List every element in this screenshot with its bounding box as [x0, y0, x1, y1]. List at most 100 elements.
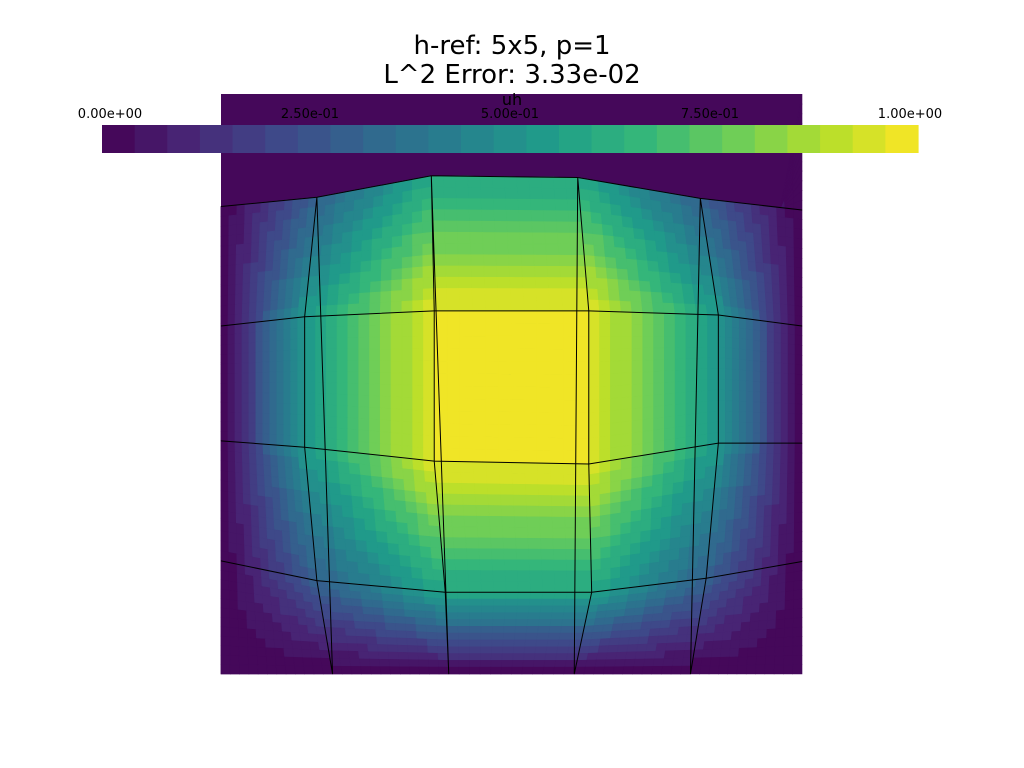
field-patch — [407, 652, 419, 661]
field-patch — [304, 392, 316, 405]
field-patch — [780, 412, 789, 424]
field-patch — [690, 274, 704, 286]
field-patch — [726, 589, 737, 600]
field-patch — [716, 607, 727, 617]
field-patch — [263, 612, 274, 623]
field-patch — [513, 639, 526, 648]
field-patch — [556, 221, 571, 234]
field-patch — [753, 242, 764, 254]
field-patch — [358, 348, 370, 361]
field-patch — [748, 270, 758, 283]
colorbar-swatch — [722, 125, 756, 153]
field-patch — [549, 399, 564, 413]
field-patch — [432, 569, 445, 582]
field-patch — [524, 424, 538, 439]
field-patch — [347, 337, 359, 350]
field-patch — [610, 421, 622, 437]
field-patch — [794, 442, 803, 454]
field-patch — [248, 453, 258, 465]
field-patch — [308, 633, 319, 643]
field-patch — [241, 322, 250, 334]
field-patch — [683, 649, 695, 659]
field-patch — [647, 635, 659, 645]
field-patch — [277, 466, 287, 479]
field-patch — [248, 372, 257, 384]
field-patch — [718, 656, 730, 666]
colorbar-swatch — [297, 125, 332, 153]
field-patch — [390, 420, 403, 434]
field-patch — [227, 392, 236, 404]
field-patch — [489, 526, 504, 539]
field-patch — [726, 497, 736, 510]
field-patch — [793, 228, 803, 240]
field-patch — [342, 612, 355, 622]
field-patch — [481, 605, 494, 613]
field-patch — [597, 288, 610, 302]
field-patch — [511, 424, 525, 438]
field-patch — [503, 619, 517, 627]
field-patch — [412, 385, 424, 399]
field-patch — [564, 527, 579, 540]
field-patch — [582, 232, 595, 246]
field-patch — [577, 517, 591, 529]
field-patch — [236, 213, 246, 226]
field-patch — [308, 265, 321, 278]
field-patch — [299, 632, 310, 643]
field-patch — [753, 557, 763, 571]
field-patch — [787, 383, 796, 395]
field-patch — [258, 516, 268, 529]
field-patch — [243, 252, 252, 265]
field-patch — [369, 383, 381, 397]
field-patch — [262, 594, 272, 606]
field-patch — [446, 423, 461, 437]
field-patch — [336, 382, 349, 396]
field-patch — [696, 336, 708, 348]
field-patch — [335, 560, 349, 573]
field-patch — [446, 323, 461, 337]
field-patch — [228, 234, 237, 246]
field-patch — [664, 324, 676, 337]
field-patch — [427, 514, 441, 528]
field-patch — [311, 524, 324, 538]
field-patch — [327, 471, 341, 485]
field-patch — [745, 328, 754, 341]
field-patch — [655, 590, 667, 600]
field-patch — [391, 257, 403, 270]
field-patch — [589, 494, 601, 508]
field-patch — [458, 646, 470, 654]
field-patch — [578, 570, 592, 582]
field-patch — [764, 484, 774, 496]
field-patch — [390, 312, 403, 326]
field-patch — [694, 455, 707, 470]
field-patch — [220, 421, 229, 433]
field-patch — [567, 646, 581, 654]
field-patch — [742, 595, 753, 606]
field-patch — [348, 292, 360, 305]
field-patch — [731, 411, 740, 423]
field-patch — [609, 193, 622, 207]
field-patch — [425, 492, 439, 506]
field-patch — [601, 623, 614, 633]
field-patch — [309, 641, 321, 651]
field-patch — [447, 653, 460, 661]
field-patch — [399, 666, 411, 675]
field-patch — [368, 563, 381, 576]
field-patch — [685, 402, 698, 416]
field-patch — [524, 473, 539, 485]
field-patch — [554, 660, 567, 668]
field-patch — [683, 468, 696, 483]
field-patch — [618, 637, 630, 646]
field-patch — [610, 446, 622, 461]
field-patch — [388, 659, 400, 668]
field-patch — [720, 486, 730, 500]
field-patch — [428, 666, 440, 675]
field-patch — [424, 603, 437, 613]
field-patch — [558, 632, 572, 641]
field-patch — [234, 343, 243, 355]
field-patch — [588, 472, 601, 486]
field-patch — [718, 400, 726, 412]
field-patch — [472, 398, 487, 413]
field-patch — [498, 436, 512, 451]
field-patch — [773, 352, 782, 364]
